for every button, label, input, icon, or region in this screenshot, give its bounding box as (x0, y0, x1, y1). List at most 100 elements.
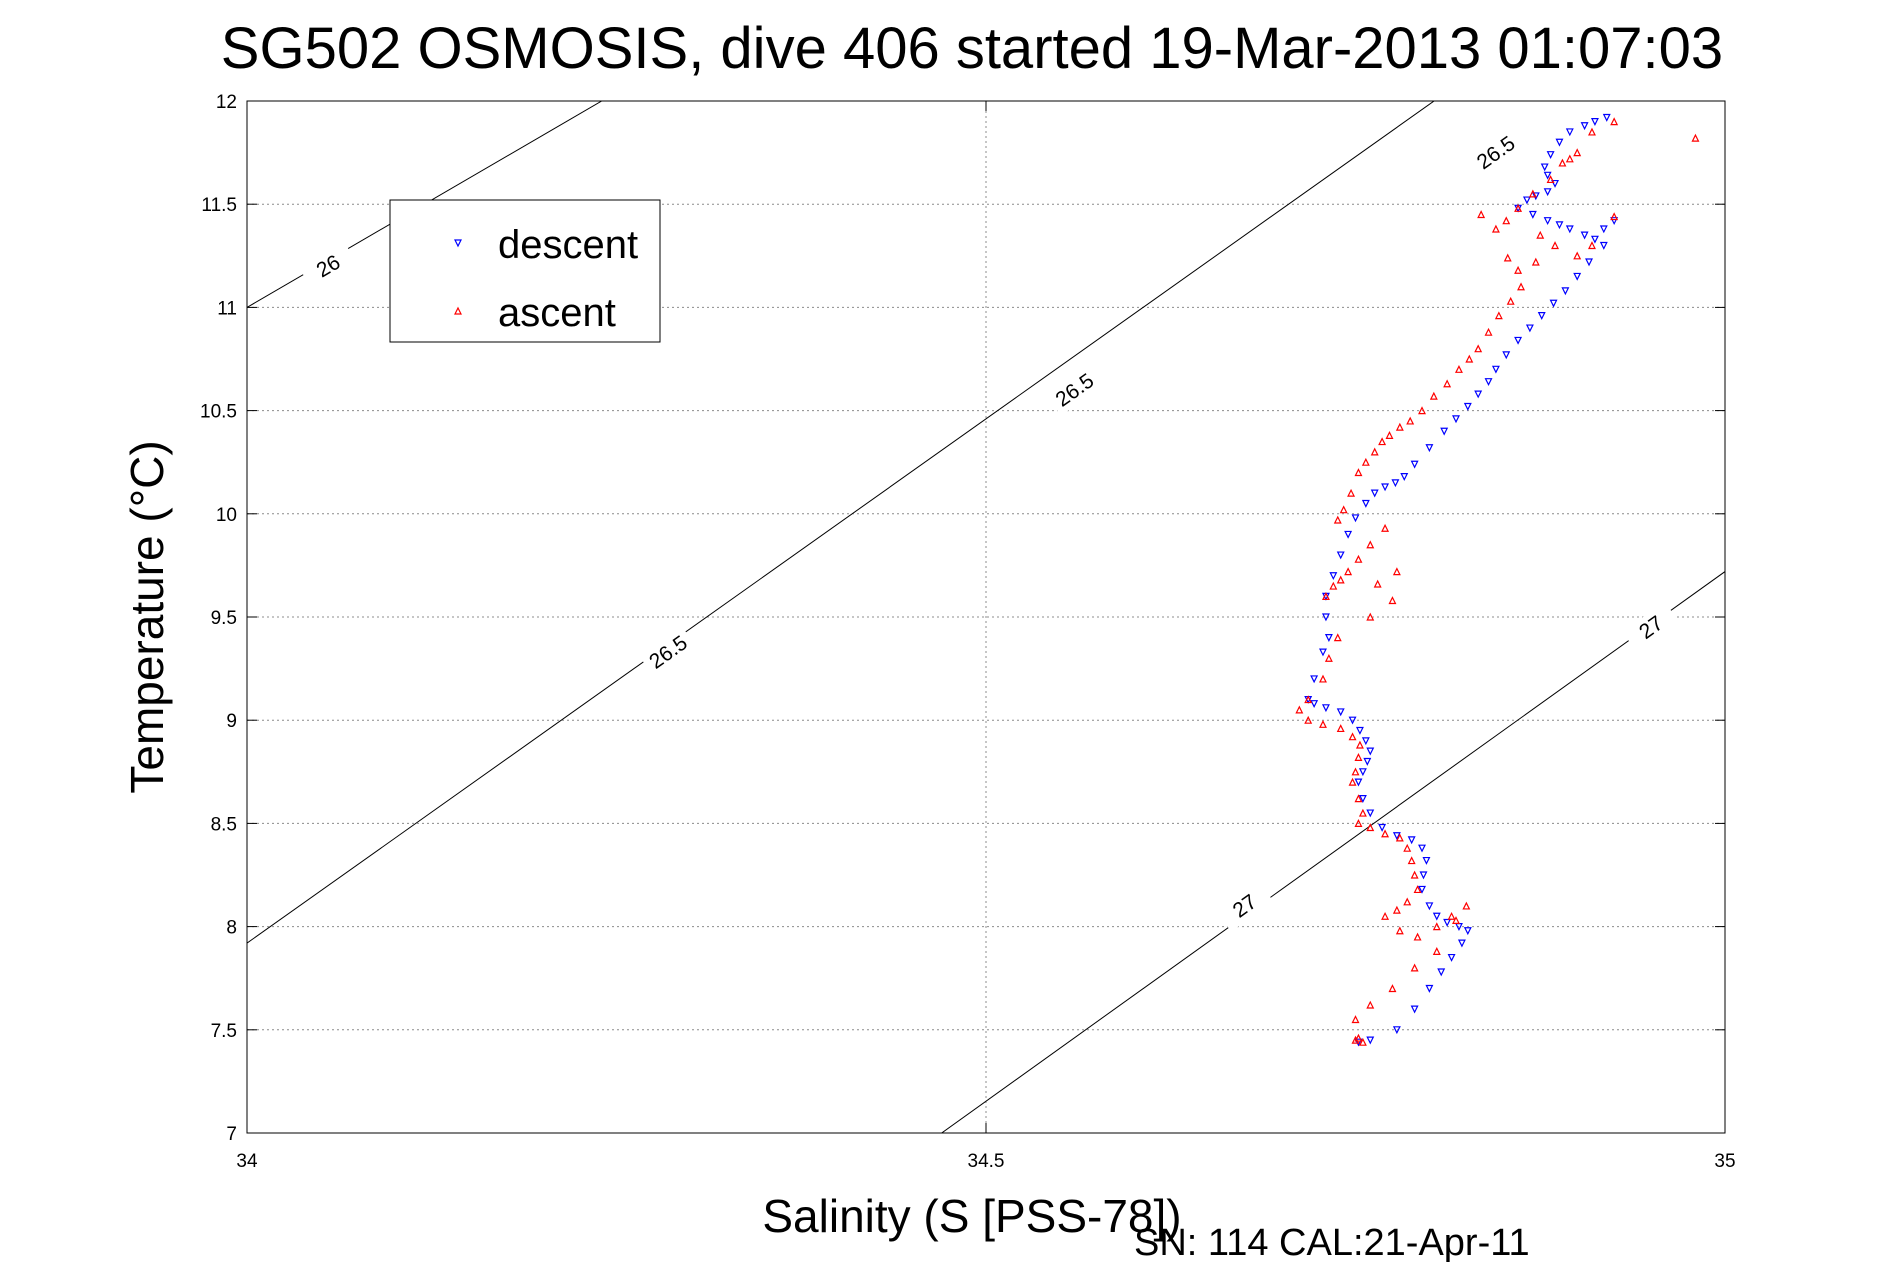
descent-point (1361, 737, 1370, 746)
descent-point (1463, 927, 1472, 936)
y-tick-label: 8.5 (211, 814, 237, 835)
descent-point (1528, 210, 1537, 219)
descent-point (1525, 324, 1534, 333)
descent-point (1344, 530, 1353, 539)
contour-label-bg (639, 626, 697, 678)
ascent-point (1354, 819, 1363, 827)
y-tick-label: 9 (226, 711, 237, 732)
ascent-point (1546, 175, 1555, 184)
descent-point (1590, 118, 1599, 126)
descent-point (1440, 427, 1449, 436)
ascent-point (1366, 612, 1375, 621)
descent-point (1555, 138, 1564, 147)
descent-point (1336, 708, 1345, 717)
y-tick-label: 8 (226, 918, 237, 939)
descent-point (1366, 809, 1375, 818)
ascent-point (1366, 1000, 1375, 1009)
ascent-point (1339, 505, 1348, 514)
descent-point (1447, 953, 1456, 962)
descent-point (1543, 188, 1552, 197)
ascent-point (1528, 189, 1537, 198)
legend: descent ascent (389, 199, 661, 343)
descent-point (1573, 272, 1582, 281)
descent-point (1549, 299, 1558, 308)
ascent-point (1392, 905, 1401, 914)
ascent-point (1373, 579, 1382, 588)
ascent-point (1347, 488, 1356, 497)
descent-point (1354, 1038, 1363, 1047)
y-axis-ticks: 7 7.5 8 8.5 9 9.5 10 10.5 11 11.5 12 (200, 92, 1725, 1145)
x-axis-ticks: 34 34.5 35 (236, 101, 1736, 1172)
ascent-point (1491, 224, 1500, 233)
ascent-point (1410, 870, 1419, 879)
ascent-point (1477, 210, 1486, 219)
descent-point (1543, 171, 1552, 180)
descent-point (1392, 1026, 1401, 1035)
y-tick-label: 11.5 (201, 195, 237, 216)
ascent-point (1565, 154, 1574, 163)
ascent-point (1588, 241, 1596, 250)
ascent-point (1454, 364, 1463, 373)
ascent-point (1354, 554, 1363, 563)
descent-point (1422, 856, 1431, 865)
descent-point (1599, 225, 1608, 234)
descent-point (1381, 483, 1390, 492)
y-tick-label: 9.5 (211, 608, 237, 629)
descent-point (1555, 221, 1564, 230)
descent-point (1546, 151, 1555, 160)
descent-point (1336, 551, 1345, 560)
descent-point (1565, 225, 1574, 234)
descent-point (1610, 217, 1619, 226)
descent-point (1310, 675, 1319, 684)
descent-point (1324, 634, 1333, 642)
ascent-point (1413, 885, 1422, 894)
ascent-point (1358, 1037, 1367, 1046)
serial-calibration-footer: SN: 114 CAL:21-Apr-11 (1134, 1222, 1530, 1262)
ascent-point (1502, 216, 1511, 225)
x-tick-label: 34.5 (968, 1151, 1005, 1172)
descent-point (1410, 460, 1419, 469)
descent-point (1452, 415, 1460, 424)
ascent-point (1381, 523, 1390, 532)
descent-point (1361, 499, 1370, 508)
ascent-point (1366, 823, 1375, 832)
legend-marker-descent (454, 239, 462, 248)
descent-point (1551, 179, 1560, 188)
descent-point (1590, 235, 1599, 244)
ascent-point (1413, 932, 1422, 941)
descent-point (1484, 378, 1493, 387)
descent-point (1358, 795, 1367, 803)
descent-point (1543, 217, 1552, 226)
ascent-point (1354, 468, 1363, 477)
descent-point (1457, 939, 1466, 948)
ascent-point (1336, 575, 1345, 584)
descent-point (1319, 648, 1327, 657)
x-tick-label: 34 (236, 1151, 258, 1172)
ascent-point (1514, 203, 1523, 212)
ascent-point (1351, 767, 1360, 776)
contour-label-bg (1045, 364, 1104, 416)
ascent-point (1385, 431, 1394, 439)
ascent-point (1610, 212, 1619, 221)
ascent-point (1447, 911, 1456, 920)
ascent-point (1395, 926, 1404, 935)
x-axis-label: Salinity (S [PSS-78]) (762, 1190, 1181, 1242)
data-points (1295, 113, 1700, 1047)
ascent-point (1432, 922, 1441, 931)
ascent-point (1304, 715, 1313, 724)
descent-point (1432, 912, 1441, 921)
ascent-point (1354, 794, 1363, 803)
legend-marker-ascent-shape (454, 306, 462, 315)
descent-point (1580, 231, 1589, 240)
descent-point (1407, 836, 1416, 845)
ascent-point (1354, 753, 1363, 761)
descent-point (1378, 823, 1387, 832)
ascent-point (1336, 724, 1345, 733)
ascent-point (1355, 740, 1364, 749)
descent-point (1474, 390, 1483, 399)
contour-line-26.5 (247, 101, 1435, 944)
ascent-point (1452, 916, 1460, 925)
ascent-point (1370, 447, 1379, 456)
ascent-point (1361, 457, 1370, 466)
